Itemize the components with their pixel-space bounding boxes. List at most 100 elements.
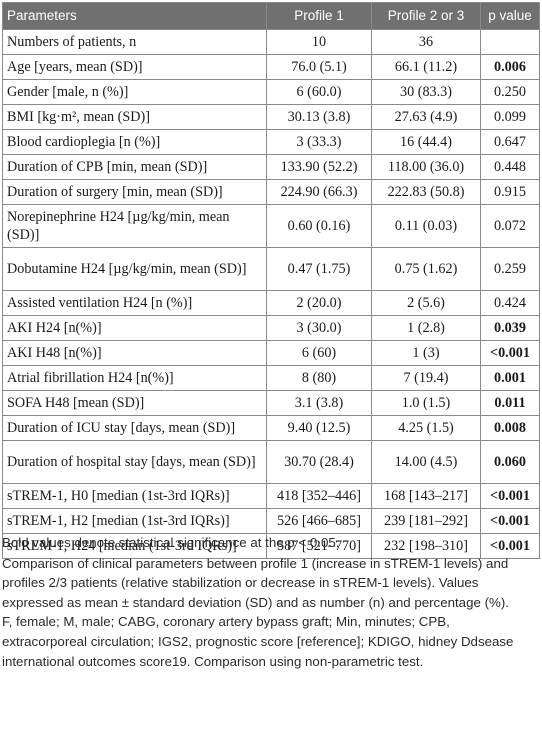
cell-parameter: Numbers of patients, n xyxy=(2,29,267,55)
cell-p-value: 0.915 xyxy=(480,179,540,205)
cell-p-value: <0.001 xyxy=(480,340,540,366)
cell-p-value: 0.011 xyxy=(480,390,540,416)
table-row: sTREM-1, H24 [median (1st-3rd IQRs)] 587 … xyxy=(2,533,540,559)
cell-parameter: Duration of CPB [min, mean (SD)] xyxy=(2,154,267,180)
table-row: AKI H48 [n(%)] 6 (60) 1 (3) <0.001 xyxy=(2,340,540,366)
table-row: sTREM-1, H0 [median (1st-3rd IQRs)] 418 [… xyxy=(2,483,540,509)
cell-p-value: 0.006 xyxy=(480,54,540,80)
cell-profile-2-or-3: 36 xyxy=(371,29,481,55)
table-row: AKI H24 [n(%)] 3 (30.0) 1 (2.8) 0.039 xyxy=(2,315,540,341)
cell-profile-1: 10 xyxy=(266,29,372,55)
cell-p-value: 0.039 xyxy=(480,315,540,341)
cell-profile-2-or-3: 1 (3) xyxy=(371,340,481,366)
cell-parameter: Duration of ICU stay [days, mean (SD)] xyxy=(2,415,267,441)
cell-p-value: 0.259 xyxy=(480,247,540,291)
header-profile-1: Profile 1 xyxy=(266,2,372,30)
cell-p-value: 0.250 xyxy=(480,79,540,105)
table-row: Duration of hospital stay [days, mean (S… xyxy=(2,440,540,484)
cell-profile-1: 0.60 (0.16) xyxy=(266,204,372,248)
table-row: Norepinephrine H24 [µg/kg/min, mean (SD)… xyxy=(2,204,540,248)
table-row: BMI [kg·m², mean (SD)] 30.13 (3.8) 27.63 (… xyxy=(2,104,540,130)
cell-parameter: sTREM-1, H2 [median (1st-3rd IQRs)] xyxy=(2,508,267,534)
cell-parameter: Atrial fibrillation H24 [n(%)] xyxy=(2,365,267,391)
cell-profile-1: 6 (60.0) xyxy=(266,79,372,105)
table-row: Duration of ICU stay [days, mean (SD)] 9.… xyxy=(2,415,540,441)
cell-p-value: 0.448 xyxy=(480,154,540,180)
table-row: SOFA H48 [mean (SD)] 3.1 (3.8) 1.0 (1.5) 0.… xyxy=(2,390,540,416)
cell-profile-1: 3.1 (3.8) xyxy=(266,390,372,416)
cell-profile-1: 224.90 (66.3) xyxy=(266,179,372,205)
table-row: Duration of surgery [min, mean (SD)] 224.… xyxy=(2,179,540,205)
results-table: Parameters Profile 1 Profile 2 or 3 p va… xyxy=(2,2,540,559)
cell-parameter: sTREM-1, H24 [median (1st-3rd IQRs)] xyxy=(2,533,267,559)
cell-p-value: 0.099 xyxy=(480,104,540,130)
cell-parameter: Assisted ventilation H24 [n (%)] xyxy=(2,290,267,316)
footnote-abbreviations: F, female; M, male; CABG, coronary arter… xyxy=(2,614,514,669)
cell-parameter: SOFA H48 [mean (SD)] xyxy=(2,390,267,416)
cell-p-value: <0.001 xyxy=(480,483,540,509)
table-row: Duration of CPB [min, mean (SD)] 133.90 (… xyxy=(2,154,540,180)
table-row: Assisted ventilation H24 [n (%)] 2 (20.0)… xyxy=(2,290,540,316)
cell-parameter: Dobutamine H24 [µg/kg/min, mean (SD)] xyxy=(2,247,267,291)
cell-profile-2-or-3: 0.75 (1.62) xyxy=(371,247,481,291)
cell-profile-2-or-3: 0.11 (0.03) xyxy=(371,204,481,248)
cell-p-value: 0.060 xyxy=(480,440,540,484)
cell-profile-1: 587 [521–770] xyxy=(266,533,372,559)
table-row: Age [years, mean (SD)] 76.0 (5.1) 66.1 (11… xyxy=(2,54,540,80)
cell-profile-1: 30.13 (3.8) xyxy=(266,104,372,130)
cell-p-value: 0.072 xyxy=(480,204,540,248)
cell-parameter: Age [years, mean (SD)] xyxy=(2,54,267,80)
table-row: sTREM-1, H2 [median (1st-3rd IQRs)] 526 [… xyxy=(2,508,540,534)
header-parameters: Parameters xyxy=(2,2,267,30)
footnote-comparison: Comparison of clinical parameters betwee… xyxy=(2,555,509,610)
cell-profile-1: 0.47 (1.75) xyxy=(266,247,372,291)
cell-profile-1: 2 (20.0) xyxy=(266,290,372,316)
table-row: Dobutamine H24 [µg/kg/min, mean (SD)] 0.4… xyxy=(2,247,540,291)
cell-profile-2-or-3: 1.0 (1.5) xyxy=(371,390,481,416)
cell-profile-1: 3 (33.3) xyxy=(266,129,372,155)
cell-profile-1: 8 (80) xyxy=(266,365,372,391)
cell-profile-1: 526 [466–685] xyxy=(266,508,372,534)
footnote-bold-significance: Bold values denote statistical significa… xyxy=(2,535,340,550)
cell-profile-2-or-3: 30 (83.3) xyxy=(371,79,481,105)
cell-profile-2-or-3: 168 [143–217] xyxy=(371,483,481,509)
cell-p-value: <0.001 xyxy=(480,533,540,559)
cell-p-value: 0.647 xyxy=(480,129,540,155)
cell-profile-2-or-3: 2 (5.6) xyxy=(371,290,481,316)
cell-profile-1: 133.90 (52.2) xyxy=(266,154,372,180)
cell-profile-2-or-3: 4.25 (1.5) xyxy=(371,415,481,441)
cell-profile-2-or-3: 16 (44.4) xyxy=(371,129,481,155)
cell-parameter: Duration of hospital stay [days, mean (S… xyxy=(2,440,267,484)
cell-profile-1: 418 [352–446] xyxy=(266,483,372,509)
cell-profile-2-or-3: 239 [181–292] xyxy=(371,508,481,534)
table-row: Atrial fibrillation H24 [n(%)] 8 (80) 7 (1… xyxy=(2,365,540,391)
cell-profile-2-or-3: 7 (19.4) xyxy=(371,365,481,391)
cell-p-value: 0.424 xyxy=(480,290,540,316)
table-header-row: Parameters Profile 1 Profile 2 or 3 p va… xyxy=(2,2,540,30)
cell-parameter: AKI H24 [n(%)] xyxy=(2,315,267,341)
cell-profile-2-or-3: 222.83 (50.8) xyxy=(371,179,481,205)
cell-parameter: Gender [male, n (%)] xyxy=(2,79,267,105)
table-footnotes: Bold values denote statistical significa… xyxy=(2,533,538,674)
cell-profile-2-or-3: 14.00 (4.5) xyxy=(371,440,481,484)
cell-profile-1: 30.70 (28.4) xyxy=(266,440,372,484)
cell-profile-2-or-3: 1 (2.8) xyxy=(371,315,481,341)
cell-profile-2-or-3: 27.63 (4.9) xyxy=(371,104,481,130)
cell-p-value xyxy=(480,29,540,55)
cell-parameter: sTREM-1, H0 [median (1st-3rd IQRs)] xyxy=(2,483,267,509)
cell-p-value: 0.001 xyxy=(480,365,540,391)
header-profile-2-or-3: Profile 2 or 3 xyxy=(371,2,481,30)
cell-profile-2-or-3: 66.1 (11.2) xyxy=(371,54,481,80)
cell-parameter: Duration of surgery [min, mean (SD)] xyxy=(2,179,267,205)
cell-parameter: Norepinephrine H24 [µg/kg/min, mean (SD)… xyxy=(2,204,267,248)
cell-p-value: <0.001 xyxy=(480,508,540,534)
cell-parameter: Blood cardioplegia [n (%)] xyxy=(2,129,267,155)
cell-p-value: 0.008 xyxy=(480,415,540,441)
table-row: Numbers of patients, n 10 36 xyxy=(2,29,540,55)
cell-parameter: BMI [kg·m², mean (SD)] xyxy=(2,104,267,130)
cell-profile-2-or-3: 118.00 (36.0) xyxy=(371,154,481,180)
cell-profile-1: 3 (30.0) xyxy=(266,315,372,341)
table-row: Blood cardioplegia [n (%)] 3 (33.3) 16 (44… xyxy=(2,129,540,155)
cell-profile-1: 9.40 (12.5) xyxy=(266,415,372,441)
cell-parameter: AKI H48 [n(%)] xyxy=(2,340,267,366)
